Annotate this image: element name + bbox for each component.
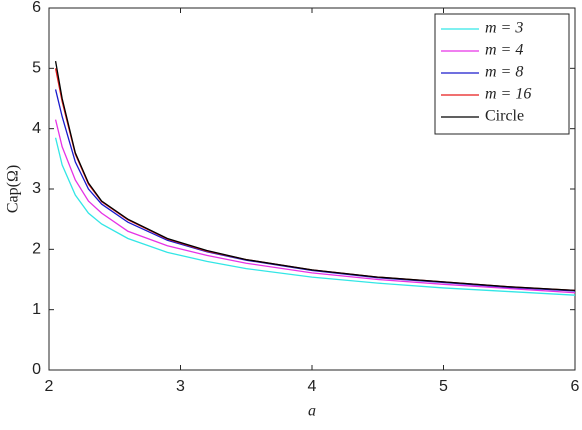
y-tick-label: 5: [32, 60, 41, 77]
x-tick-label: 5: [439, 378, 448, 395]
y-tick-label: 2: [32, 241, 41, 258]
y-axis-label: Cap(Ω): [5, 165, 22, 213]
x-tick-label: 2: [45, 378, 54, 395]
x-tick-label: 4: [308, 378, 317, 395]
legend-label: m = 8: [485, 64, 523, 81]
legend-label: m = 4: [485, 42, 523, 59]
y-tick-label: 4: [32, 120, 41, 137]
series-line: [54, 137, 576, 296]
legend-label: m = 3: [485, 20, 523, 37]
y-tick-label: 3: [32, 180, 41, 197]
series-line: [54, 119, 576, 294]
x-tick-label: 3: [176, 378, 185, 395]
legend-label: Circle: [485, 108, 524, 125]
y-tick-label: 0: [32, 361, 41, 378]
legend-label: m = 16: [485, 86, 531, 103]
y-tick-label: 6: [32, 0, 41, 16]
series-line: [54, 60, 576, 292]
legend-box: [434, 13, 570, 135]
y-tick-label: 1: [32, 301, 41, 318]
x-tick-label: 6: [571, 378, 580, 395]
x-axis-label: a: [308, 403, 316, 420]
legend: m = 3 m = 4 m = 8 m = 16 Circle: [434, 13, 570, 135]
